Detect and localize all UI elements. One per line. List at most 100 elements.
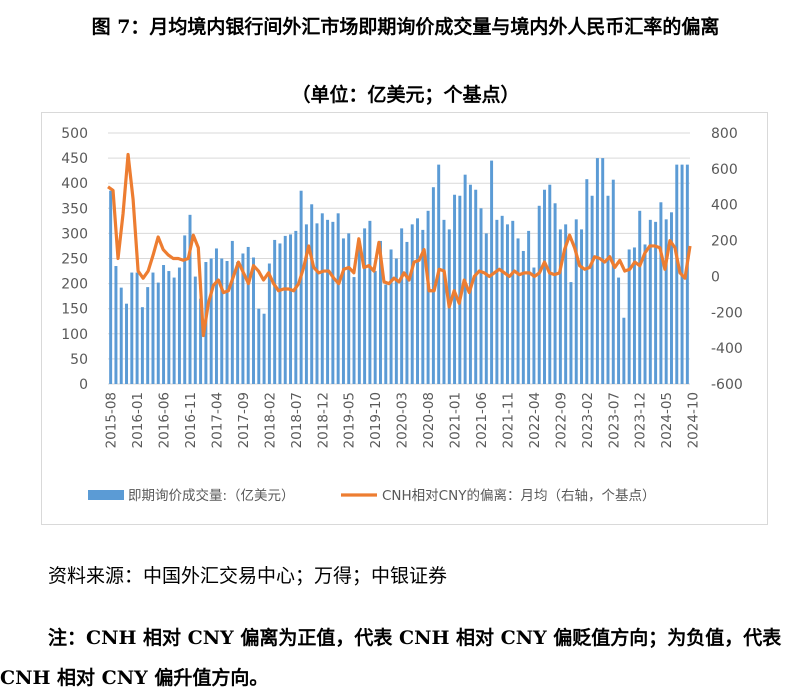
y-left-tick-label: 500 — [61, 126, 88, 142]
bar — [310, 204, 314, 384]
bar — [585, 179, 589, 384]
bar — [230, 240, 234, 384]
bar — [241, 253, 245, 384]
y-right-tick-label: -200 — [711, 305, 743, 321]
y-left-tick-label: 450 — [61, 151, 88, 167]
bar — [278, 243, 282, 384]
bar — [109, 190, 113, 384]
bar — [151, 272, 155, 384]
y-left-tick-label: 150 — [61, 302, 88, 318]
bar — [685, 164, 689, 384]
bar — [416, 218, 419, 384]
bar — [347, 233, 351, 384]
bar — [400, 228, 404, 384]
bar — [336, 213, 340, 384]
x-tick-label: 2024-05 — [659, 392, 675, 448]
bar — [315, 223, 319, 384]
bar — [294, 230, 298, 384]
bar — [320, 213, 324, 384]
bar — [548, 184, 552, 384]
legend-bar-swatch — [88, 490, 124, 500]
bar — [410, 224, 414, 384]
x-tick-label: 2023-02 — [580, 392, 596, 448]
y-right-tick-label: 400 — [711, 198, 738, 214]
y-right-tick-label: 600 — [711, 162, 738, 178]
bar — [659, 202, 663, 384]
x-tick-label: 2016-11 — [183, 392, 199, 448]
bar — [389, 249, 393, 384]
x-tick-label: 2015-08 — [104, 392, 120, 448]
bar — [326, 219, 330, 384]
y-left-tick-label: 200 — [61, 277, 88, 293]
legend-line-label: CNH相对CNY的偏离：月均（右轴，个基点） — [382, 487, 655, 504]
bar — [442, 219, 446, 384]
bar — [617, 277, 621, 384]
bar — [304, 224, 308, 384]
bar — [257, 308, 261, 384]
y-left-tick-label: 100 — [61, 327, 88, 343]
y-left-tick-label: 50 — [70, 352, 88, 368]
bar — [564, 224, 568, 384]
bar — [516, 238, 520, 384]
x-tick-label: 2019-05 — [342, 392, 358, 448]
bar — [130, 272, 134, 384]
bar — [511, 220, 515, 384]
y-axis-left: 0 50 100 150 200 250 300 350 400 450 500 — [61, 126, 88, 393]
bar — [273, 239, 277, 384]
figure-title: 图 7：月均境内银行间外汇市场即期询价成交量与境内外人民币汇率的偏离 — [91, 16, 720, 38]
bar — [331, 221, 335, 384]
bar — [426, 210, 430, 384]
bar — [193, 276, 197, 384]
bar — [654, 221, 658, 384]
bar — [394, 258, 398, 384]
bar — [299, 190, 303, 384]
bar — [606, 195, 610, 384]
bar — [590, 195, 594, 384]
bar — [601, 158, 605, 384]
source-note: 资料来源：中国外汇交易中心；万得；中银证券 — [48, 565, 448, 587]
bar — [384, 284, 388, 384]
bar — [580, 229, 584, 384]
y-right-tick-label: -600 — [711, 377, 743, 393]
bar — [146, 287, 150, 384]
x-tick-label: 2022-09 — [553, 392, 569, 448]
chart-bars — [109, 158, 689, 384]
bar — [156, 282, 160, 384]
bar — [474, 189, 478, 384]
bar — [267, 263, 271, 384]
x-tick-label: 2016-01 — [130, 392, 146, 448]
x-tick-label: 2018-12 — [315, 392, 331, 448]
x-tick-label: 2021-06 — [474, 392, 490, 448]
bar — [553, 203, 557, 384]
bar — [220, 258, 224, 384]
bar — [622, 317, 626, 384]
bar — [495, 219, 499, 384]
bar — [638, 210, 642, 384]
bar — [611, 179, 615, 384]
bar — [670, 212, 673, 384]
bar — [188, 214, 192, 384]
bar — [236, 262, 240, 384]
bar — [167, 271, 171, 384]
bar — [262, 313, 266, 384]
bar — [484, 233, 488, 384]
bar — [379, 240, 382, 384]
x-tick-label: 2021-11 — [500, 392, 516, 448]
y-left-tick-label: 300 — [61, 226, 88, 242]
bar — [368, 220, 372, 384]
bar — [373, 271, 377, 384]
bar — [558, 229, 562, 384]
bar — [246, 246, 250, 384]
bar — [289, 234, 293, 384]
bar — [357, 240, 361, 384]
y-left-tick-label: 0 — [79, 377, 88, 393]
bar — [405, 241, 409, 384]
x-tick-label: 2020-03 — [395, 392, 411, 448]
x-tick-label: 2020-08 — [421, 392, 437, 448]
bar — [574, 219, 578, 384]
bar — [140, 307, 144, 384]
x-tick-label: 2023-12 — [633, 392, 649, 448]
chart-line — [107, 152, 692, 338]
x-tick-label: 2018-07 — [289, 392, 305, 448]
